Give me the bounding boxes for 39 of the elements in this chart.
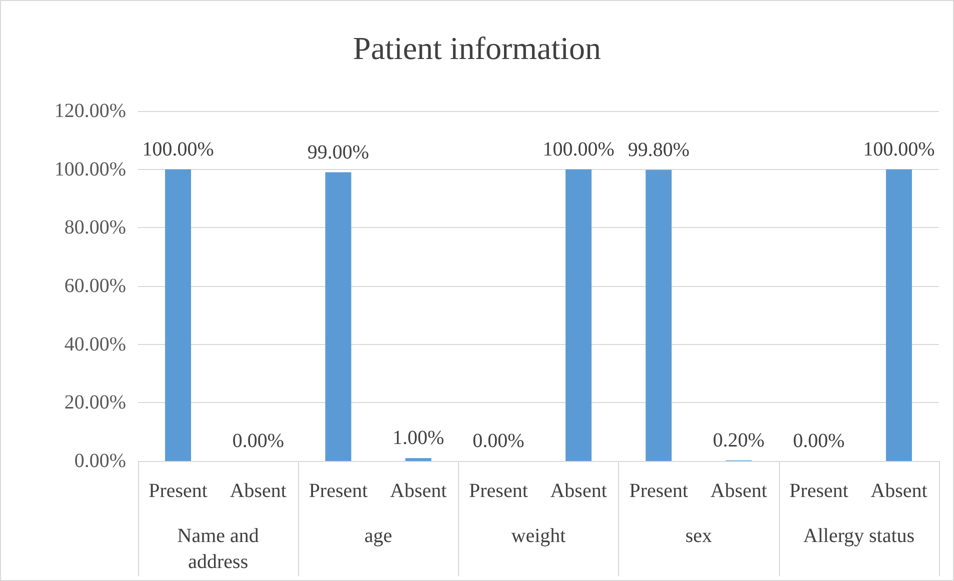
text: age (364, 525, 392, 547)
data-label: 100.00% (863, 138, 935, 160)
x-tick-label: Present (789, 480, 849, 502)
text: Allergy status (803, 525, 915, 547)
y-tick-label: 60.00% (64, 275, 126, 297)
data-label: 100.00% (542, 138, 614, 160)
x-tick-label: Present (629, 480, 689, 502)
y-tick-label: 40.00% (64, 333, 126, 356)
data-label: 0.00% (472, 430, 524, 452)
bar (405, 458, 432, 461)
y-tick-label: 120.00% (54, 100, 126, 122)
data-label: 99.80% (628, 138, 690, 161)
y-tick-label: 80.00% (64, 216, 126, 239)
bar (566, 169, 592, 461)
data-label: 0.20% (712, 429, 765, 452)
data-label: 1.00% (392, 427, 444, 450)
x-tick-label: Absent (870, 480, 928, 502)
bar (646, 170, 672, 461)
x-tick-label: Absent (550, 480, 608, 502)
bar (886, 169, 912, 461)
text: Name and address (177, 525, 259, 573)
chart-title: Patient information (353, 30, 601, 66)
y-tick-label: 0.00% (74, 450, 126, 472)
x-tick-label: Present (308, 480, 368, 502)
bar (165, 169, 192, 461)
bar (325, 172, 352, 461)
x-tick-label: Present (148, 480, 208, 502)
x-tick-label: Present (469, 480, 528, 502)
text: weight (511, 525, 566, 547)
x-tick-label: Absent (230, 480, 287, 502)
y-tick-label: 100.00% (54, 158, 126, 180)
data-label: 100.00% (142, 138, 214, 160)
x-tick-label: Absent (390, 480, 448, 502)
x-tick-label: Absent (710, 480, 768, 502)
y-tick-label: 20.00% (64, 392, 126, 414)
data-label: 0.00% (793, 430, 845, 452)
data-label: 99.00% (307, 141, 370, 164)
text: sex (685, 525, 712, 547)
data-label: 0.00% (232, 430, 284, 452)
